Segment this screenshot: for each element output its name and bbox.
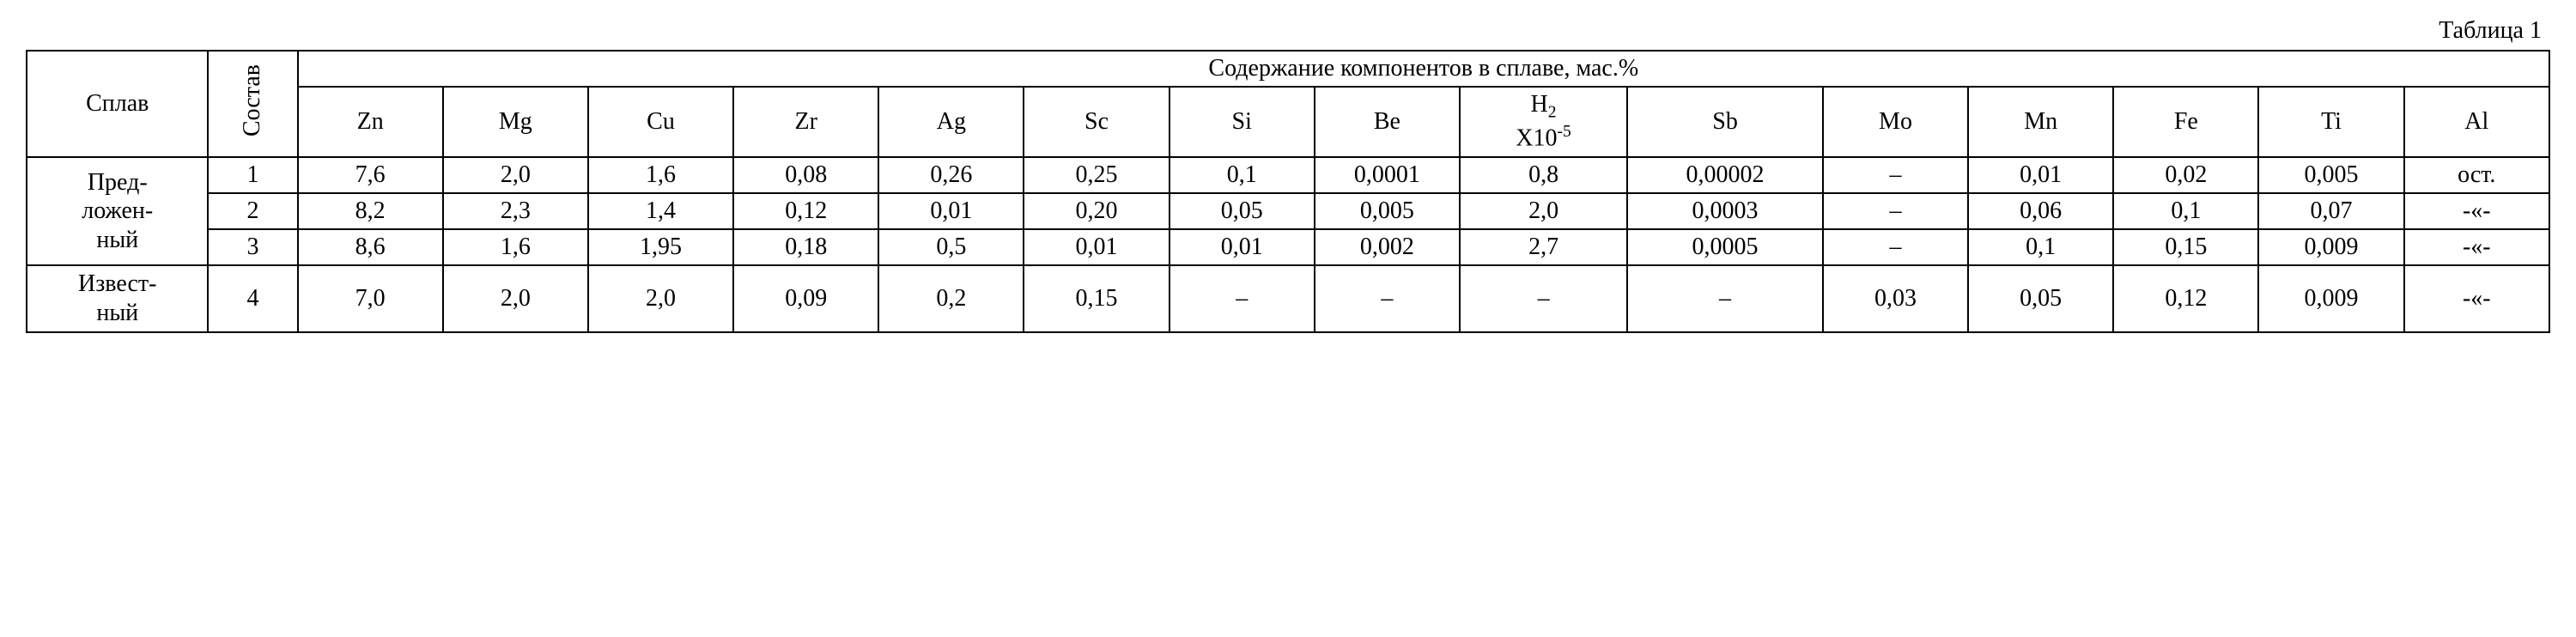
- cell: 0,005: [1315, 193, 1460, 229]
- cell: 0,15: [1024, 265, 1169, 331]
- table-row: Извест- ный 4 7,0 2,0 2,0 0,09 0,2 0,15 …: [27, 265, 2549, 331]
- table-row: 3 8,6 1,6 1,95 0,18 0,5 0,01 0,01 0,002 …: [27, 229, 2549, 265]
- col-si: Si: [1170, 87, 1315, 157]
- cell: 0,0003: [1627, 193, 1823, 229]
- cell: 2,0: [588, 265, 733, 331]
- col-sc: Sc: [1024, 87, 1169, 157]
- cell: -«-: [2404, 193, 2549, 229]
- cell: 1: [208, 157, 297, 193]
- cell: 3: [208, 229, 297, 265]
- cell: 2,3: [443, 193, 588, 229]
- rowhead-proposed: Пред- ложен- ный: [27, 157, 208, 266]
- cell: 0,02: [2113, 157, 2258, 193]
- col-mn: Mn: [1968, 87, 2113, 157]
- cell: ост.: [2404, 157, 2549, 193]
- cell: 0,08: [733, 157, 878, 193]
- cell: 1,6: [588, 157, 733, 193]
- alloy-composition-table: Сплав Состав Содержание компонентов в сп…: [26, 50, 2550, 333]
- cell: 0,0005: [1627, 229, 1823, 265]
- cell: 0,005: [2258, 157, 2403, 193]
- cell: 0,009: [2258, 265, 2403, 331]
- cell: 7,6: [298, 157, 443, 193]
- cell: 0,15: [2113, 229, 2258, 265]
- cell: 0,12: [733, 193, 878, 229]
- cell: 0,5: [878, 229, 1024, 265]
- cell: 8,6: [298, 229, 443, 265]
- col-ti: Ti: [2258, 87, 2403, 157]
- cell: –: [1460, 265, 1627, 331]
- cell: -«-: [2404, 265, 2549, 331]
- cell: –: [1170, 265, 1315, 331]
- cell: 1,4: [588, 193, 733, 229]
- header-row-2: Zn Mg Cu Zr Ag Sc Si Be H2 X10-5 Sb Mo M…: [27, 87, 2549, 157]
- cell: 0,06: [1968, 193, 2113, 229]
- cell: 4: [208, 265, 297, 331]
- col-zr: Zr: [733, 87, 878, 157]
- col-cu: Cu: [588, 87, 733, 157]
- cell: 0,1: [2113, 193, 2258, 229]
- cell: 2,0: [443, 157, 588, 193]
- cell: 2,7: [1460, 229, 1627, 265]
- header-row-1: Сплав Состав Содержание компонентов в сп…: [27, 51, 2549, 87]
- cell: –: [1823, 193, 1968, 229]
- cell: 0,0001: [1315, 157, 1460, 193]
- cell: –: [1315, 265, 1460, 331]
- cell: 0,20: [1024, 193, 1169, 229]
- cell: 1,95: [588, 229, 733, 265]
- cell: 0,03: [1823, 265, 1968, 331]
- table-row: 2 8,2 2,3 1,4 0,12 0,01 0,20 0,05 0,005 …: [27, 193, 2549, 229]
- col-fe: Fe: [2113, 87, 2258, 157]
- cell: 8,2: [298, 193, 443, 229]
- cell: 0,01: [1170, 229, 1315, 265]
- cell: 0,01: [878, 193, 1024, 229]
- cell: 2: [208, 193, 297, 229]
- rowhead-known: Извест- ный: [27, 265, 208, 331]
- cell: 0,07: [2258, 193, 2403, 229]
- col-h2: H2 X10-5: [1460, 87, 1627, 157]
- col-group: Содержание компонентов в сплаве, мас.%: [298, 51, 2549, 87]
- cell: 0,09: [733, 265, 878, 331]
- cell: 0,26: [878, 157, 1024, 193]
- cell: 0,1: [1170, 157, 1315, 193]
- col-al: Al: [2404, 87, 2549, 157]
- cell: 0,25: [1024, 157, 1169, 193]
- cell: 7,0: [298, 265, 443, 331]
- cell: 0,1: [1968, 229, 2113, 265]
- cell: –: [1823, 157, 1968, 193]
- cell: 2,0: [1460, 193, 1627, 229]
- cell: 0,8: [1460, 157, 1627, 193]
- col-mo: Mo: [1823, 87, 1968, 157]
- cell: 0,01: [1024, 229, 1169, 265]
- cell: 0,18: [733, 229, 878, 265]
- col-mg: Mg: [443, 87, 588, 157]
- col-sb: Sb: [1627, 87, 1823, 157]
- cell: 1,6: [443, 229, 588, 265]
- col-be: Be: [1315, 87, 1460, 157]
- cell: 0,2: [878, 265, 1024, 331]
- col-sostav: Состав: [208, 51, 297, 157]
- cell: 0,05: [1968, 265, 2113, 331]
- col-ag: Ag: [878, 87, 1024, 157]
- table-row: Пред- ложен- ный 1 7,6 2,0 1,6 0,08 0,26…: [27, 157, 2549, 193]
- cell: –: [1627, 265, 1823, 331]
- col-zn: Zn: [298, 87, 443, 157]
- cell: 0,05: [1170, 193, 1315, 229]
- cell: 0,009: [2258, 229, 2403, 265]
- cell: 0,12: [2113, 265, 2258, 331]
- cell: 2,0: [443, 265, 588, 331]
- cell: 0,00002: [1627, 157, 1823, 193]
- cell: 0,002: [1315, 229, 1460, 265]
- cell: 0,01: [1968, 157, 2113, 193]
- cell: –: [1823, 229, 1968, 265]
- col-splav: Сплав: [27, 51, 208, 157]
- table-caption: Таблица 1: [26, 17, 2542, 45]
- cell: -«-: [2404, 229, 2549, 265]
